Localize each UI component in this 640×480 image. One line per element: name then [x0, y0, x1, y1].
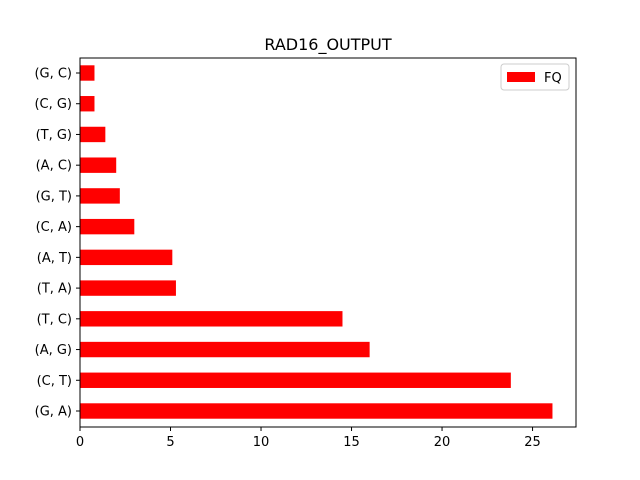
bar-2 — [80, 341, 370, 358]
bar-0 — [80, 403, 553, 419]
y-axis: (G, A) (C, T) (A, G) (T, C) (T, A) (A, T) (C, … — [34, 67, 80, 420]
x-tick-label: 20 — [434, 435, 451, 450]
bar-8 — [80, 157, 117, 173]
y-tick-label: (C, G) — [34, 97, 72, 112]
bar-9 — [80, 126, 106, 143]
y-tick-label: (T, C) — [37, 312, 72, 327]
bar-10 — [80, 96, 95, 112]
legend-label-fq: FQ — [544, 71, 562, 86]
bar-6 — [80, 218, 135, 235]
x-tick-label: 5 — [166, 435, 174, 450]
bar-11 — [80, 65, 95, 81]
y-tick-label: (T, G) — [36, 128, 72, 143]
x-tick-label: 25 — [524, 435, 541, 450]
bar-7 — [80, 188, 120, 204]
legend: FQ — [500, 63, 570, 91]
y-tick-label: (A, G) — [35, 343, 72, 358]
y-tick-label: (A, C) — [36, 159, 72, 174]
x-axis: 0 5 10 15 20 25 — [76, 427, 541, 450]
y-tick-label: (C, A) — [36, 220, 72, 235]
bar-1 — [80, 372, 511, 388]
bar-5 — [80, 249, 173, 266]
y-tick-label: (G, T) — [36, 189, 72, 204]
chart-title: RAD16_OUTPUT — [264, 35, 392, 55]
x-tick-label: 15 — [343, 435, 360, 450]
legend-swatch — [507, 72, 535, 82]
bar-4 — [80, 280, 176, 296]
plot-frame — [79, 57, 577, 428]
bar-3 — [80, 311, 343, 327]
y-tick-label: (G, C) — [34, 67, 72, 82]
x-tick-label: 0 — [76, 435, 84, 450]
x-tick-label: 10 — [253, 435, 270, 450]
bars-group — [80, 65, 553, 419]
y-tick-label: (T, A) — [37, 282, 72, 297]
y-tick-label: (C, T) — [37, 374, 72, 389]
y-tick-label: (A, T) — [37, 251, 72, 266]
y-tick-label: (G, A) — [35, 405, 72, 420]
